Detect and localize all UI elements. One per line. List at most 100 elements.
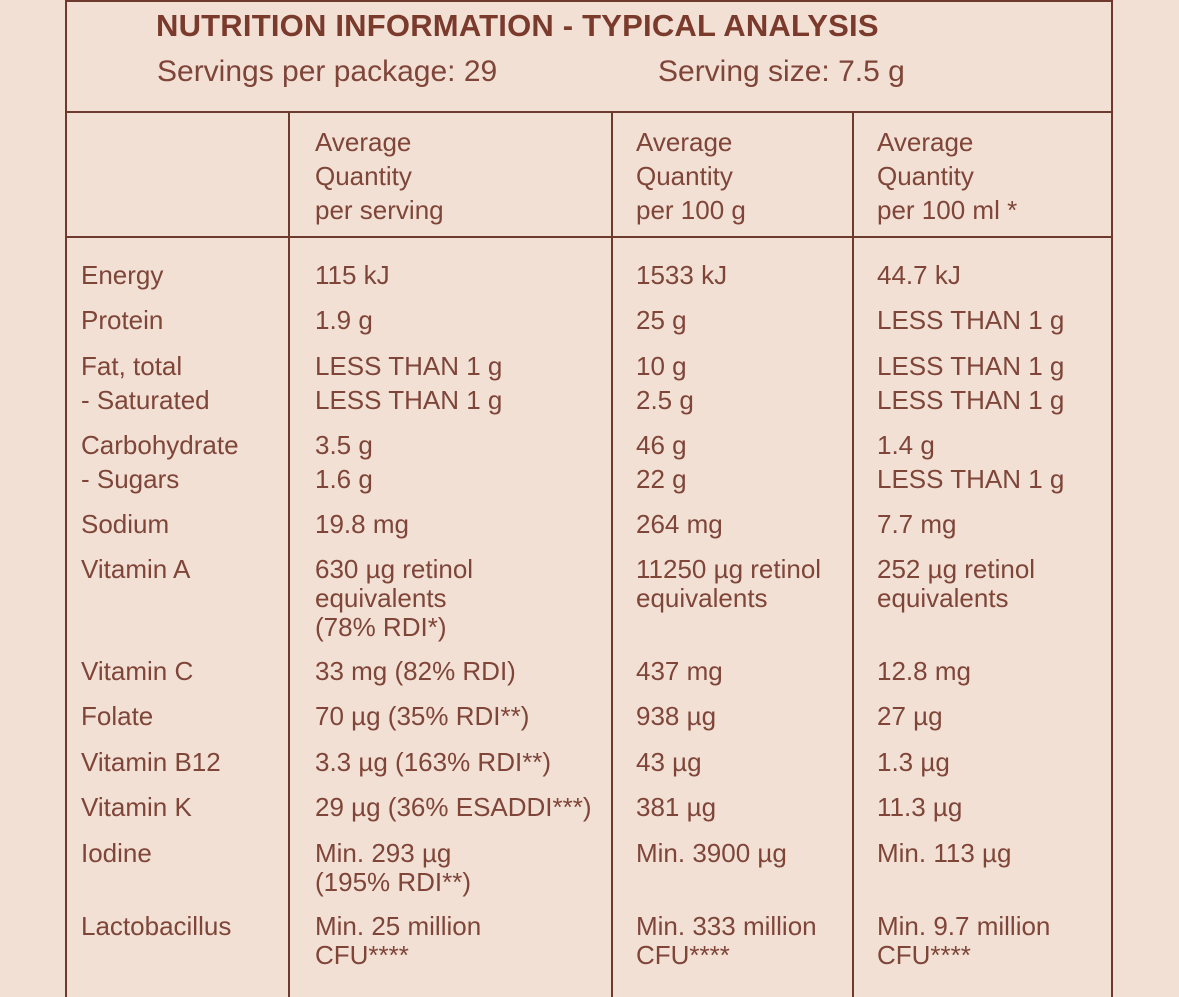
cell-line: Vitamin K: [81, 792, 192, 822]
value-per-100g: 11250 µg retinol equivalents: [636, 555, 821, 613]
value-per-serving: LESS THAN 1 g: [315, 352, 502, 381]
cell-line: Vitamin A: [81, 554, 191, 584]
nutrient-name: Fat, total: [81, 352, 182, 381]
cell-line: LESS THAN 1 g: [877, 464, 1065, 494]
cell-line: Min. 333 million: [636, 911, 817, 941]
cell-line: 1.4 g: [877, 430, 935, 460]
value-per-100g: 2.5 g: [636, 386, 694, 415]
cell-line: 1.9 g: [315, 305, 373, 335]
serving-size: Serving size: 7.5 g: [658, 55, 905, 88]
value-per-100ml: 252 µg retinol equivalents: [877, 555, 1035, 613]
nutrient-name: - Saturated: [81, 386, 210, 415]
value-per-100ml: 1.3 µg: [877, 748, 950, 777]
value-per-100g: 43 µg: [636, 748, 702, 777]
cell-line: LESS THAN 1 g: [315, 351, 503, 381]
nutrient-name: Sodium: [81, 510, 169, 539]
value-per-100ml: LESS THAN 1 g: [877, 306, 1064, 335]
value-per-100ml: Min. 113 µg: [877, 839, 1011, 868]
value-per-100ml: 1.4 g: [877, 431, 935, 460]
nutrient-name: Protein: [81, 306, 163, 335]
cell-line: 10 g: [636, 351, 687, 381]
value-per-100g: 1533 kJ: [636, 261, 727, 290]
value-per-serving: Min. 25 million CFU****: [315, 912, 481, 970]
cell-line: LESS THAN 1 g: [877, 351, 1065, 381]
nutrient-name: Vitamin A: [81, 555, 190, 584]
value-per-serving: 70 µg (35% RDI**): [315, 702, 529, 731]
column-header-per-100g: Average Quantity per 100 g: [636, 127, 746, 225]
nutrient-name: Vitamin B12: [81, 748, 221, 777]
header-divider: [65, 111, 1113, 113]
column-header-divider: [65, 236, 1113, 238]
value-per-100g: 25 g: [636, 306, 687, 335]
column-divider-1: [288, 113, 290, 997]
cell-line: 2.5 g: [636, 385, 694, 415]
value-per-100g: Min. 333 million CFU****: [636, 912, 817, 970]
cell-line: 29 µg (36% ESADDI***): [315, 792, 592, 822]
value-per-100g: 264 mg: [636, 510, 723, 539]
value-per-100ml: LESS THAN 1 g: [877, 352, 1064, 381]
cell-line: Energy: [81, 260, 164, 290]
cell-line: 43 µg: [636, 747, 702, 777]
nutrient-name: Vitamin K: [81, 793, 192, 822]
cell-line: CFU****: [877, 940, 971, 970]
value-per-100g: 938 µg: [636, 702, 716, 731]
cell-line: 46 g: [636, 430, 687, 460]
value-per-100g: 10 g: [636, 352, 687, 381]
cell-line: Min. 293 µg: [315, 838, 452, 868]
top-border: [65, 0, 1113, 2]
cell-line: 264 mg: [636, 509, 723, 539]
cell-line: - Saturated: [81, 385, 210, 415]
cell-line: Protein: [81, 305, 164, 335]
cell-line: Min. 25 million: [315, 911, 482, 941]
cell-line: 11.3 µg: [877, 792, 963, 822]
value-per-100g: 437 mg: [636, 657, 723, 686]
cell-line: CFU****: [315, 940, 409, 970]
cell-line: Lactobacillus: [81, 911, 232, 941]
nutrient-name: - Sugars: [81, 465, 179, 494]
nutrient-name: Folate: [81, 702, 153, 731]
value-per-100ml: LESS THAN 1 g: [877, 465, 1064, 494]
value-per-100g: 22 g: [636, 465, 687, 494]
value-per-100g: 46 g: [636, 431, 687, 460]
value-per-100ml: 12.8 mg: [877, 657, 971, 686]
value-per-serving: 3.3 µg (163% RDI**): [315, 748, 551, 777]
value-per-100ml: 27 µg: [877, 702, 943, 731]
cell-line: Folate: [81, 701, 154, 731]
cell-line: LESS THAN 1 g: [315, 385, 503, 415]
cell-line: Vitamin C: [81, 656, 194, 686]
column-divider-3: [852, 113, 854, 997]
cell-line: 381 µg: [636, 792, 717, 822]
cell-line: 11250 µg retinol: [636, 554, 822, 584]
cell-line: - Sugars: [81, 464, 180, 494]
cell-line: 27 µg: [877, 701, 943, 731]
cell-line: (195% RDI**): [315, 867, 472, 897]
cell-line: 22 g: [636, 464, 687, 494]
cell-line: equivalents: [315, 583, 447, 613]
cell-line: Min. 9.7 million: [877, 911, 1051, 941]
cell-line: 19.8 mg: [315, 509, 409, 539]
cell-line: 12.8 mg: [877, 656, 971, 686]
cell-line: 3.3 µg (163% RDI**): [315, 747, 552, 777]
cell-line: LESS THAN 1 g: [877, 305, 1065, 335]
cell-line: 1.3 µg: [877, 747, 950, 777]
column-divider-2: [611, 113, 613, 997]
cell-line: Min. 113 µg: [877, 838, 1012, 868]
cell-line: 1533 kJ: [636, 260, 728, 290]
value-per-serving: 33 mg (82% RDI): [315, 657, 516, 686]
value-per-100ml: 7.7 mg: [877, 510, 957, 539]
column-header-per-100ml: Average Quantity per 100 ml *: [877, 127, 1018, 225]
cell-line: equivalents: [636, 583, 768, 613]
cell-line: 44.7 kJ: [877, 260, 961, 290]
cell-line: 630 µg retinol: [315, 554, 474, 584]
cell-line: 115 kJ: [315, 260, 390, 290]
cell-line: Iodine: [81, 838, 152, 868]
cell-line: Fat, total: [81, 351, 183, 381]
value-per-serving: LESS THAN 1 g: [315, 386, 502, 415]
cell-line: equivalents: [877, 583, 1009, 613]
value-per-serving: 1.9 g: [315, 306, 373, 335]
value-per-100ml: 44.7 kJ: [877, 261, 961, 290]
nutrient-name: Lactobacillus: [81, 912, 231, 941]
nutrient-name: Vitamin C: [81, 657, 193, 686]
cell-line: 70 µg (35% RDI**): [315, 701, 530, 731]
cell-line: 437 mg: [636, 656, 723, 686]
